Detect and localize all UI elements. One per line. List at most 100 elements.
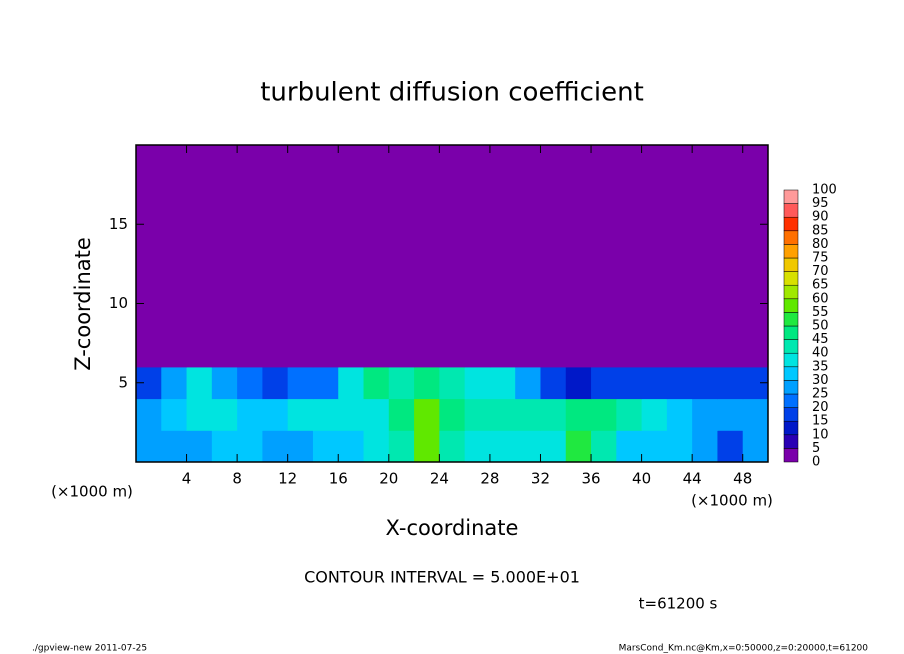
heat-cell bbox=[338, 430, 365, 463]
y-tick-label: 5 bbox=[118, 373, 128, 391]
colorbar-label: 25 bbox=[812, 387, 829, 402]
heat-cell bbox=[338, 398, 365, 431]
colorbar-swatch bbox=[783, 312, 799, 327]
heat-cell bbox=[312, 430, 339, 463]
heat-cell bbox=[565, 145, 592, 368]
heat-cell bbox=[363, 398, 390, 431]
x-unit-label: (×1000 m) bbox=[51, 483, 133, 501]
x-tick-label: 16 bbox=[329, 470, 348, 488]
heat-cell bbox=[439, 430, 466, 463]
heat-cell bbox=[211, 366, 238, 400]
heat-cell bbox=[186, 398, 213, 431]
heat-cell bbox=[742, 145, 769, 368]
colorbar-swatch bbox=[783, 284, 799, 300]
colorbar-swatch bbox=[783, 434, 799, 449]
heat-cell bbox=[717, 145, 744, 368]
heat-cell bbox=[414, 366, 440, 400]
heat-cell bbox=[464, 398, 491, 431]
x-tick-label: 8 bbox=[232, 470, 242, 488]
colorbar-swatch bbox=[783, 366, 799, 381]
x-tick-label: 24 bbox=[430, 470, 449, 488]
heat-cell bbox=[641, 366, 668, 400]
heat-cell bbox=[591, 398, 617, 431]
x-tick-label: 28 bbox=[480, 470, 499, 488]
heat-cell bbox=[692, 398, 718, 431]
colorbar-swatch bbox=[783, 298, 799, 313]
heat-cell bbox=[136, 145, 162, 368]
heat-cell bbox=[565, 398, 592, 431]
heat-cell bbox=[666, 430, 693, 463]
heat-cell bbox=[591, 430, 617, 463]
heat-cell bbox=[262, 398, 289, 431]
heat-cell bbox=[717, 366, 744, 400]
colorbar-label: 60 bbox=[812, 291, 829, 306]
heat-cell bbox=[439, 145, 466, 368]
colorbar-swatch bbox=[783, 420, 799, 436]
heat-cell bbox=[338, 145, 365, 368]
heat-cell bbox=[363, 430, 390, 463]
x-tick-label: 48 bbox=[733, 470, 752, 488]
heat-cell bbox=[540, 145, 567, 368]
heat-cell bbox=[262, 430, 289, 463]
heat-cell bbox=[211, 398, 238, 431]
heat-cell bbox=[489, 398, 516, 431]
colorbar-swatch bbox=[783, 244, 799, 259]
heat-cell bbox=[666, 145, 693, 368]
colorbar-swatch bbox=[783, 203, 799, 218]
x-tick-label: 4 bbox=[182, 470, 192, 488]
heat-cell bbox=[388, 145, 415, 368]
colorbar-label: 45 bbox=[812, 332, 829, 347]
colorbar-label: 55 bbox=[812, 305, 829, 320]
colorbar-swatch bbox=[783, 189, 799, 204]
heat-cell bbox=[312, 366, 339, 400]
heat-cell bbox=[565, 366, 592, 400]
heat-cell bbox=[388, 398, 415, 431]
heat-cell bbox=[211, 145, 238, 368]
colorbar-swatch bbox=[783, 325, 799, 340]
heat-cell bbox=[161, 366, 188, 400]
heat-cell bbox=[489, 145, 516, 368]
heat-cell bbox=[515, 430, 541, 463]
heat-cell bbox=[464, 430, 491, 463]
heat-cell bbox=[237, 430, 263, 463]
heat-cell bbox=[136, 430, 162, 463]
heat-cell bbox=[388, 366, 415, 400]
heat-cell bbox=[540, 430, 567, 463]
heat-cell bbox=[211, 430, 238, 463]
chart-title: turbulent diffusion coefficient bbox=[260, 78, 644, 108]
colorbar-label: 5 bbox=[812, 441, 820, 456]
colorbar-label: 20 bbox=[812, 400, 829, 415]
heat-cell bbox=[565, 430, 592, 463]
heat-cell bbox=[262, 366, 289, 400]
colorbar-label: 30 bbox=[812, 373, 829, 388]
heat-cell bbox=[717, 430, 744, 463]
heat-cell bbox=[363, 366, 390, 400]
heat-cell bbox=[136, 398, 162, 431]
heat-cell bbox=[692, 430, 718, 463]
heat-cell bbox=[616, 145, 643, 368]
colorbar-label: 35 bbox=[812, 359, 829, 374]
heat-cell bbox=[414, 145, 440, 368]
footer-left: ./gpview-new 2011-07-25 bbox=[32, 644, 147, 654]
heat-cell bbox=[616, 398, 643, 431]
colorbar-label: 50 bbox=[812, 319, 829, 334]
heat-cell bbox=[591, 366, 617, 400]
heat-cell bbox=[287, 398, 314, 431]
x-tick-label: 44 bbox=[683, 470, 702, 488]
colorbar-swatch bbox=[783, 380, 799, 395]
heat-cell bbox=[742, 398, 769, 431]
y-axis-label: Z-coordinate bbox=[71, 237, 95, 371]
heat-cell bbox=[616, 430, 643, 463]
heat-cell bbox=[439, 366, 466, 400]
colorbar-label: 100 bbox=[812, 183, 837, 198]
heat-cell bbox=[666, 398, 693, 431]
heat-cell bbox=[742, 430, 769, 463]
heat-cell bbox=[515, 398, 541, 431]
heat-cell bbox=[287, 366, 314, 400]
x-tick-label: 20 bbox=[379, 470, 398, 488]
heat-cell bbox=[262, 145, 289, 368]
x-tick-label: 40 bbox=[632, 470, 651, 488]
heat-cell bbox=[414, 398, 440, 431]
heat-cell bbox=[641, 145, 668, 368]
time-label: t=61200 s bbox=[639, 595, 718, 613]
